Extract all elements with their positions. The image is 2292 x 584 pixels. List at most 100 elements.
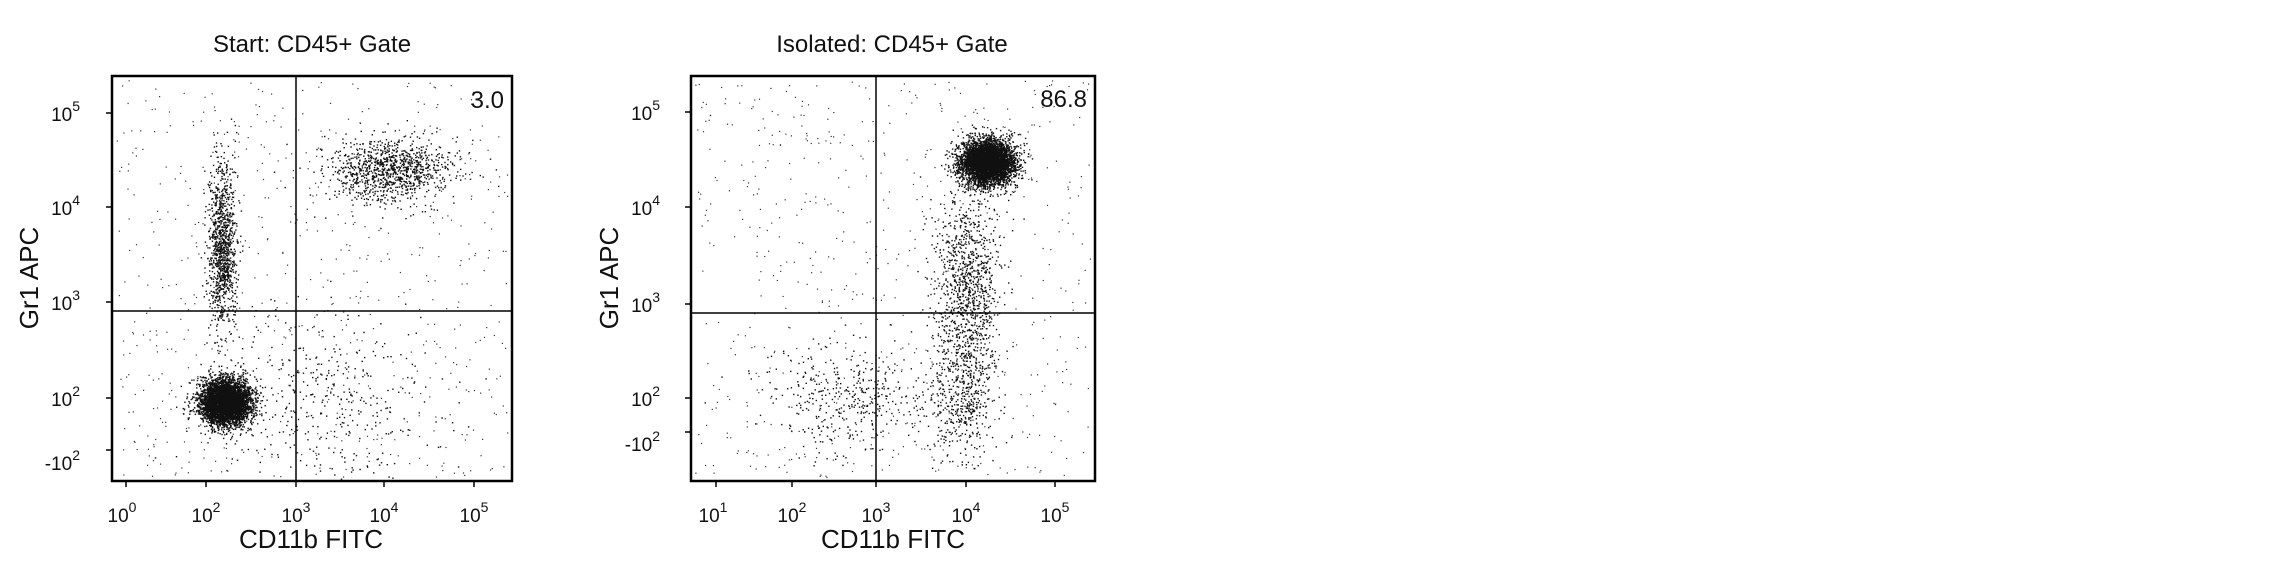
scatter-point — [216, 383, 218, 385]
scatter-point — [214, 419, 216, 421]
scatter-point — [220, 372, 222, 374]
scatter-point — [211, 411, 214, 413]
scatter-point — [193, 379, 195, 381]
scatter-point — [213, 415, 215, 417]
scatter-point — [247, 411, 249, 413]
scatter-point — [245, 380, 247, 382]
scatter-point — [230, 438, 232, 441]
scatter-point — [200, 408, 202, 411]
scatter-point — [245, 372, 247, 375]
scatter-point — [216, 411, 219, 413]
scatter-point — [227, 373, 229, 375]
scatter-point — [205, 413, 207, 415]
scatter-point — [239, 425, 242, 427]
scatter-point — [221, 383, 223, 385]
scatter-point — [254, 388, 256, 390]
scatter-point — [208, 385, 210, 388]
scatter-point — [202, 406, 204, 409]
scatter-point — [224, 373, 226, 376]
scatter-point — [201, 395, 203, 398]
scatter-point — [235, 405, 237, 407]
scatter-point — [241, 421, 243, 424]
scatter-point — [257, 423, 259, 425]
scatter-point — [237, 385, 239, 387]
scatter-point — [221, 433, 223, 436]
scatter-point — [214, 421, 216, 423]
scatter-point — [227, 428, 230, 430]
scatter-point — [247, 387, 250, 389]
scatter-point — [223, 431, 225, 434]
scatter-point — [239, 375, 241, 377]
scatter-point — [235, 382, 237, 384]
scatter-point — [207, 378, 210, 380]
scatter-point — [239, 387, 241, 389]
scatter-point — [214, 411, 217, 414]
scatter-point — [193, 407, 196, 409]
scatter-point — [234, 364, 237, 367]
scatter-point — [226, 421, 229, 423]
scatter-point — [231, 397, 233, 399]
scatter-point — [243, 383, 246, 385]
scatter-point — [199, 410, 201, 412]
scatter-point — [245, 431, 247, 434]
scatter-point — [235, 426, 237, 429]
scatter-point — [199, 402, 201, 405]
scatter-point — [197, 394, 200, 396]
scatter-point — [242, 409, 244, 411]
scatter-point — [238, 378, 240, 380]
scatter-point — [186, 393, 189, 395]
scatter-point — [246, 417, 248, 420]
scatter-point — [247, 407, 249, 409]
scatter-point — [228, 389, 230, 391]
scatter-point — [200, 388, 202, 390]
scatter-point — [230, 424, 232, 427]
scatter-point — [249, 395, 252, 397]
scatter-point — [257, 396, 259, 399]
scatter-point — [196, 387, 198, 389]
scatter-point — [255, 386, 257, 388]
scatter-point — [240, 382, 242, 384]
scatter-point — [212, 412, 214, 415]
scatter-point — [215, 419, 217, 421]
scatter-point — [250, 429, 252, 431]
scatter-point — [199, 376, 202, 378]
scatter-point — [232, 373, 234, 375]
scatter-point — [203, 409, 205, 412]
scatter-point — [211, 422, 213, 425]
scatter-point — [247, 413, 249, 415]
scatter-point — [217, 379, 219, 381]
scatter-point — [197, 409, 199, 412]
scatter-point — [234, 394, 236, 396]
scatter-point — [220, 386, 222, 388]
scatter-point — [234, 423, 237, 425]
scatter-point — [209, 424, 211, 427]
scatter-point — [247, 390, 249, 392]
scatter-point — [188, 400, 190, 403]
scatter-point — [248, 428, 251, 431]
scatter-point — [210, 395, 212, 397]
scatter-point — [249, 399, 251, 401]
scatter-point — [212, 429, 214, 432]
scatter-point — [202, 390, 204, 392]
scatter-point — [199, 394, 202, 396]
scatter-point — [232, 399, 234, 402]
scatter-point — [249, 427, 252, 430]
scatter-point — [256, 389, 258, 392]
scatter-point — [237, 380, 239, 383]
scatter-point — [217, 425, 219, 427]
scatter-point — [250, 407, 252, 409]
scatter-point — [191, 410, 193, 412]
scatter-point — [245, 377, 247, 380]
scatter-point — [243, 403, 246, 405]
scatter-point — [224, 379, 226, 382]
scatter-point — [208, 417, 210, 419]
scatter-point — [215, 407, 217, 409]
scatter-point — [219, 424, 221, 426]
scatter-point — [233, 383, 235, 386]
scatter-point — [264, 386, 267, 389]
scatter-point — [192, 393, 195, 395]
scatter-point — [234, 391, 236, 393]
scatter-point — [199, 413, 201, 415]
scatter-point — [227, 387, 229, 389]
